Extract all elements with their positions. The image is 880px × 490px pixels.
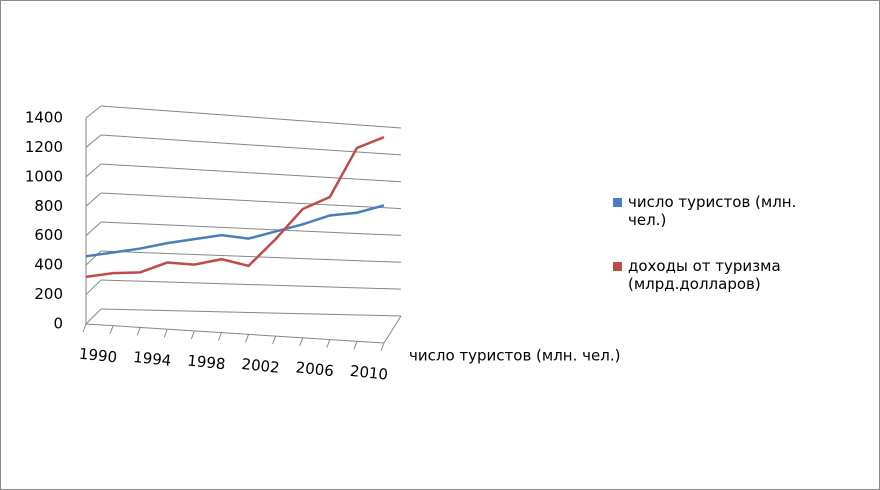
legend-label: число туристов (млн. чел.) [628, 193, 797, 229]
grid-line [85, 105, 102, 119]
y-tick-label: 200 [34, 285, 63, 303]
legend-item: число туристов (млн. чел.) [613, 193, 863, 229]
grid-line [100, 221, 402, 236]
x-tick-label: 2010 [349, 362, 389, 384]
x-tick-label: 1990 [78, 345, 118, 367]
grid-line [100, 308, 402, 317]
series-line [85, 204, 385, 258]
grid-line [85, 250, 102, 266]
x-tick [272, 335, 277, 345]
x-tick-label: 2002 [241, 355, 281, 377]
x-tick [245, 334, 250, 343]
x-tick [217, 332, 222, 341]
x-tick [163, 329, 168, 338]
axis [383, 315, 402, 344]
legend-item: доходы от туризма (млрд.долларов) [613, 257, 863, 293]
grid-line [85, 163, 102, 178]
y-tick-label: 600 [34, 226, 63, 244]
grid-line [100, 192, 402, 210]
x-tick [380, 342, 385, 352]
grid-line [100, 134, 402, 156]
grid-line [100, 250, 402, 263]
series-line [85, 135, 385, 279]
axis [85, 323, 385, 344]
y-tick-label: 400 [34, 256, 63, 274]
x-tick [190, 330, 195, 340]
legend-label: доходы от туризма (млрд.долларов) [628, 257, 781, 293]
x-tick-label: 1994 [132, 348, 172, 370]
grid-line [100, 279, 402, 290]
y-tick-label: 800 [34, 197, 63, 215]
x-tick [136, 327, 141, 336]
legend-swatch [613, 198, 622, 207]
y-tick-label: 1000 [25, 167, 63, 185]
grid-line [85, 192, 102, 207]
grid-line [85, 279, 102, 295]
x-tick [109, 325, 114, 334]
x-tick [82, 323, 87, 333]
legend-swatch [613, 262, 622, 271]
grid-line [100, 105, 402, 129]
y-tick-label: 1200 [25, 138, 63, 156]
x-tick-label: 1998 [186, 351, 226, 373]
grid-line [85, 134, 102, 148]
x-tick [299, 337, 304, 346]
grid-line [85, 221, 102, 237]
grid-line [100, 163, 402, 183]
x-tick-label: 2006 [295, 358, 335, 380]
x-tick [353, 341, 358, 350]
y-tick-label: 0 [53, 315, 63, 333]
z-axis-label: число туристов (млн. чел.) [409, 347, 620, 365]
x-tick [326, 339, 331, 348]
grid-line [85, 308, 102, 325]
y-tick-label: 1400 [25, 109, 63, 127]
